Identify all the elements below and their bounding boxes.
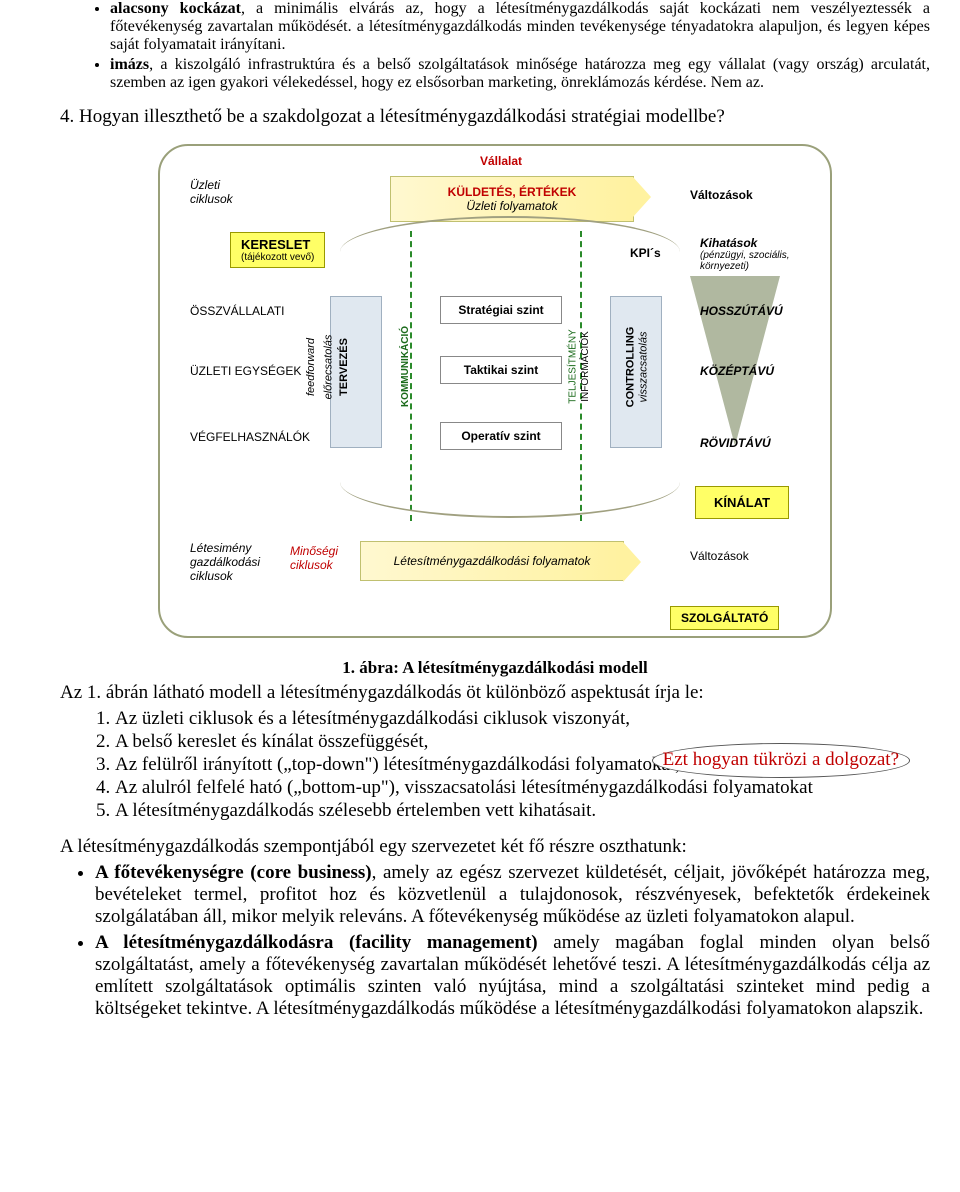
aspect-5: A létesítménygazdálkodás szélesebb értel… bbox=[115, 800, 930, 822]
kereslet-label: KERESLET bbox=[241, 237, 314, 252]
feedfwd-label: feedforward bbox=[305, 338, 317, 396]
right-label-2: KÖZÉPTÁVÚ bbox=[700, 364, 774, 378]
kereslet-sub: (tájékozott vevő) bbox=[241, 252, 314, 263]
telj-label: TELJESÍTMÉNY bbox=[568, 329, 579, 403]
szolgaltato-chip: SZOLGÁLTATÓ bbox=[670, 606, 779, 630]
komm-label: KOMMUNIKÁCIÓ bbox=[400, 326, 411, 407]
bottom-arrow-label: Létesítménygazdálkodási folyamatok bbox=[394, 554, 591, 568]
split-paragraph: A létesítménygazdálkodás szempontjából e… bbox=[60, 836, 930, 858]
impact-triangle bbox=[690, 276, 780, 446]
top-bullet-2: imázs, a kiszolgáló infrastruktúra és a … bbox=[110, 56, 930, 92]
valtozasok-bottom: Változások bbox=[690, 549, 749, 563]
intro-paragraph: Az 1. ábrán látható modell a létesítmény… bbox=[60, 682, 930, 704]
kihatok-label: Kihatások (pénzügyi, szociális, környeze… bbox=[700, 236, 830, 272]
bullet-lead: imázs bbox=[110, 56, 149, 73]
bul1-bold: A főtevékenységre (core business) bbox=[95, 862, 372, 883]
elore-label: előrecsatolás bbox=[322, 335, 334, 400]
left-label-3: VÉGFELHASZNÁLÓK bbox=[190, 430, 310, 444]
section-heading-4: 4. Hogyan illeszthető be a szakdolgozat … bbox=[60, 106, 930, 128]
level-tactical: Taktikai szint bbox=[440, 356, 562, 384]
fm-model-diagram: Vállalat KÜLDETÉS, ÉRTÉKEK Üzleti folyam… bbox=[158, 144, 832, 638]
diagram-title: Vállalat bbox=[480, 154, 522, 168]
core-fm-bullets: A főtevékenységre (core business), amely… bbox=[60, 862, 930, 1020]
tervezes-label: TERVEZÉS bbox=[338, 338, 350, 396]
kihat-title: Kihatások bbox=[700, 236, 830, 250]
bul2-bold: A létesítménygazdálkodásra (facility man… bbox=[95, 932, 538, 953]
bottom-curve bbox=[340, 446, 680, 518]
aspect-4: Az alulról felfelé ható („bottom-up"), v… bbox=[115, 777, 930, 799]
letesimeny-ciklusok: Létesimény gazdálkodási ciklusok bbox=[190, 541, 270, 583]
core-business-bullet: A főtevékenységre (core business), amely… bbox=[95, 862, 930, 928]
left-label-2: ÜZLETI EGYSÉGEK bbox=[190, 364, 301, 378]
right-label-1: HOSSZÚTÁVÚ bbox=[700, 304, 783, 318]
right-label-3: RÖVIDTÁVÚ bbox=[700, 436, 771, 450]
figure-caption: 1. ábra: A létesítménygazdálkodási model… bbox=[60, 658, 930, 678]
fm-bullet: A létesítménygazdálkodásra (facility man… bbox=[95, 932, 930, 1020]
top-curve bbox=[340, 216, 680, 288]
kihat-sub: (pénzügyi, szociális, környezeti) bbox=[700, 250, 830, 272]
arrow-line1: KÜLDETÉS, ÉRTÉKEK bbox=[448, 185, 577, 199]
arrow-line2: Üzleti folyamatok bbox=[466, 199, 557, 213]
kereslet-chip: KERESLET (tájékozott vevő) bbox=[230, 232, 325, 268]
bullet-lead: alacsony kockázat bbox=[110, 0, 241, 17]
top-bullet-1: alacsony kockázat, a minimális elvárás a… bbox=[110, 0, 930, 54]
valtozasok-top: Változások bbox=[690, 188, 753, 202]
kinalat-chip: KÍNÁLAT bbox=[695, 486, 789, 519]
left-label-1: ÖSSZVÁLLALATI bbox=[190, 304, 284, 318]
info-label: INFORMÁCIÓK bbox=[580, 331, 591, 402]
vissza-label: visszacsatolás bbox=[637, 332, 649, 403]
bottom-process-arrow: Létesítménygazdálkodási folyamatok bbox=[360, 541, 624, 581]
bullet-rest: , a kiszolgáló infrastruktúra és a belső… bbox=[110, 56, 930, 91]
aspect-1: Az üzleti ciklusok és a létesítménygazdá… bbox=[115, 708, 930, 730]
uzleti-ciklusok-label: Üzleti ciklusok bbox=[190, 178, 233, 206]
controlling-label: CONTROLLING bbox=[624, 327, 636, 408]
level-strategic: Stratégiai szint bbox=[440, 296, 562, 324]
top-bullet-list: alacsony kockázat, a minimális elvárás a… bbox=[60, 0, 930, 92]
review-comment-callout: Ezt hogyan tükrözi a dolgozat? bbox=[652, 743, 910, 778]
minosegi-ciklusok: Minőségi ciklusok bbox=[290, 544, 350, 572]
